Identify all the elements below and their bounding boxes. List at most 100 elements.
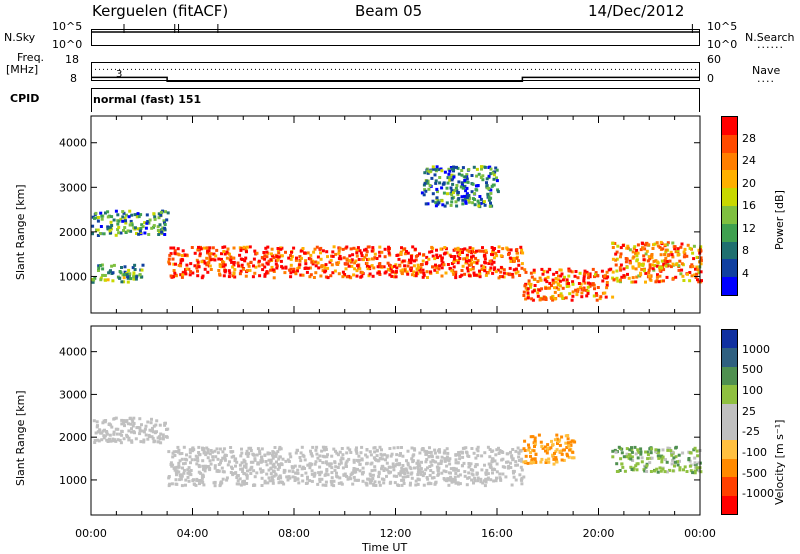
- power-echo-2: [441, 261, 445, 265]
- power-echo-4: [578, 286, 582, 289]
- velocity-echo-1: [509, 450, 512, 454]
- velocity-echo-1: [302, 454, 306, 458]
- power-echo-3: [492, 173, 496, 177]
- velocity-colorbar-swatch: [722, 403, 737, 423]
- velocity-echo-1: [326, 462, 330, 466]
- velocity-echo-3: [640, 456, 644, 460]
- velocity-echo-1: [413, 466, 416, 470]
- power-echo-4: [560, 272, 564, 276]
- power-echo-2: [499, 254, 503, 258]
- power-echo-5: [627, 276, 631, 280]
- velocity-echo-3: [693, 446, 697, 450]
- power-echo-2: [399, 251, 403, 255]
- velocity-echo-1: [391, 462, 395, 466]
- power-echo-2: [491, 250, 495, 254]
- velocity-echo-1: [184, 478, 188, 482]
- velocity-echo-1: [434, 460, 438, 464]
- power-echo-0: [150, 226, 154, 230]
- velocity-echo-3: [699, 470, 703, 474]
- velocity-echo-1: [476, 454, 480, 458]
- velocity-echo-1: [371, 473, 375, 477]
- power-echo-2: [450, 269, 454, 273]
- power-echo-2: [371, 257, 374, 261]
- power-echo-4: [588, 284, 592, 288]
- power-echo-2: [304, 262, 308, 266]
- power-echo-0: [114, 209, 118, 213]
- power-echo-2: [289, 267, 293, 271]
- velocity-echo-1: [321, 483, 325, 487]
- velocity-echo-0: [138, 417, 142, 421]
- velocity-echo-1: [385, 474, 388, 478]
- power-echo-2: [497, 250, 501, 253]
- velocity-echo-1: [341, 453, 345, 457]
- velocity-echo-1: [432, 459, 436, 463]
- power-echo-0: [135, 232, 138, 235]
- power-echo-2: [405, 250, 408, 253]
- power-echo-5: [649, 263, 653, 267]
- power-echo-2: [400, 246, 403, 250]
- power-echo-2: [326, 276, 330, 280]
- power-echo-2: [255, 251, 259, 255]
- velocity-echo-1: [238, 477, 242, 481]
- power-echo-1: [97, 266, 101, 270]
- power-echo-2: [518, 274, 522, 277]
- power-echo-2: [345, 275, 349, 279]
- velocity-echo-1: [236, 479, 240, 483]
- power-echo-2: [355, 254, 359, 258]
- power-echo-5: [644, 280, 647, 284]
- power-echo-2: [388, 273, 392, 277]
- power-echo-2: [440, 256, 444, 260]
- velocity-echo-1: [206, 456, 210, 460]
- power-echo-3: [459, 185, 463, 189]
- velocity-echo-1: [270, 476, 274, 480]
- velocity-echo-3: [674, 460, 677, 464]
- power-echo-3: [422, 183, 426, 187]
- velocity-echo-0: [161, 437, 165, 441]
- velocity-echo-1: [169, 463, 173, 466]
- velocity-echo-0: [112, 430, 116, 434]
- power-echo-1: [97, 264, 101, 268]
- velocity-echo-1: [245, 452, 249, 456]
- power-echo-1: [126, 276, 130, 280]
- velocity-echo-1: [456, 461, 460, 465]
- power-echo-2: [280, 265, 284, 269]
- power-echo-5: [676, 249, 680, 253]
- velocity-echo-3: [628, 448, 632, 452]
- power-echo-2: [261, 263, 265, 267]
- power-echo-4: [605, 286, 609, 290]
- power-echo-2: [225, 256, 229, 260]
- power-echo-4: [539, 278, 543, 282]
- power-echo-3: [474, 188, 478, 192]
- velocity-echo-1: [426, 482, 430, 486]
- power-echo-3: [456, 198, 460, 202]
- power-echo-2: [169, 274, 173, 278]
- velocity-echo-3: [657, 456, 661, 460]
- velocity-echo-1: [447, 459, 451, 462]
- power-echo-2: [463, 272, 467, 276]
- power-echo-2: [270, 247, 274, 251]
- power-echo-2: [356, 264, 360, 268]
- velocity-echo-1: [239, 454, 243, 458]
- power-echo-3: [434, 181, 438, 185]
- power-echo-2: [196, 260, 200, 264]
- velocity-echo-1: [429, 450, 433, 454]
- power-echo-4: [548, 281, 552, 285]
- power-echo-2: [249, 260, 253, 264]
- power-echo-5: [615, 269, 619, 273]
- power-echo-1: [123, 265, 127, 269]
- power-echo-2: [171, 257, 175, 261]
- velocity-echo-1: [271, 479, 275, 483]
- power-echo-2: [190, 246, 194, 249]
- power-echo-2: [332, 245, 336, 249]
- power-echo-5: [694, 267, 697, 271]
- velocity-echo-1: [241, 470, 245, 473]
- velocity-echo-1: [516, 463, 519, 467]
- velocity-echo-1: [487, 462, 491, 466]
- velocity-echo-3: [682, 468, 685, 472]
- power-echo-2: [403, 252, 407, 256]
- power-echo-2: [341, 270, 345, 274]
- power-echo-2: [319, 274, 323, 278]
- power-echo-2: [389, 264, 393, 268]
- power-echo-5: [688, 246, 692, 250]
- power-echo-2: [276, 248, 280, 252]
